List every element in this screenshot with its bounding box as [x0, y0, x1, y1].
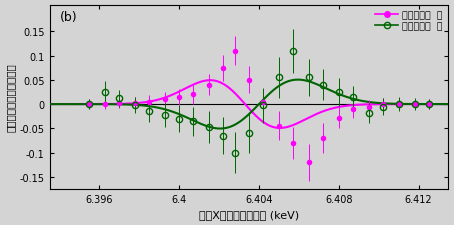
Legend: 磁化の向き  正, 磁化の向き  逆: 磁化の向き 正, 磁化の向き 逆 [372, 8, 446, 34]
Text: (b): (b) [59, 11, 77, 24]
X-axis label: 蛍光X線のエネルギー (keV): 蛍光X線のエネルギー (keV) [199, 209, 299, 219]
Y-axis label: 右円偏光と左円偏光の差: 右円偏光と左円偏光の差 [5, 63, 15, 132]
